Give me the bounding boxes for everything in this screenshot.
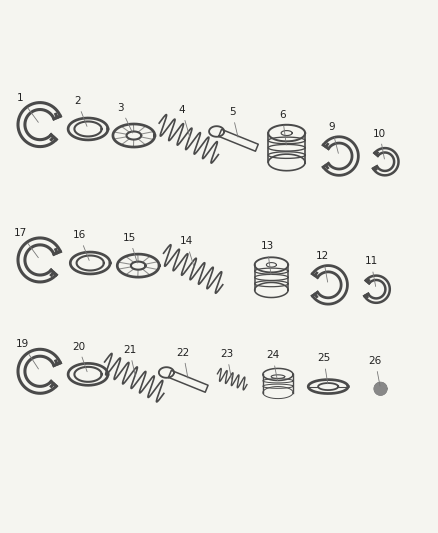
Text: 10: 10 <box>373 128 386 159</box>
Text: 26: 26 <box>369 356 382 386</box>
Text: 20: 20 <box>72 342 87 372</box>
Text: 3: 3 <box>117 103 133 133</box>
Text: 9: 9 <box>328 122 339 154</box>
Text: 21: 21 <box>123 345 136 376</box>
Text: 23: 23 <box>220 349 233 379</box>
Text: 14: 14 <box>180 237 194 268</box>
Text: 12: 12 <box>316 251 329 282</box>
Text: 17: 17 <box>14 228 39 258</box>
Text: 25: 25 <box>317 353 330 384</box>
Text: 19: 19 <box>16 340 39 369</box>
Text: 13: 13 <box>261 241 274 274</box>
Text: 2: 2 <box>74 96 87 126</box>
Text: 11: 11 <box>364 256 378 286</box>
Text: 22: 22 <box>177 348 190 378</box>
Text: 15: 15 <box>123 233 138 263</box>
Text: 4: 4 <box>179 105 190 137</box>
Text: 24: 24 <box>266 350 279 381</box>
Text: 6: 6 <box>279 110 286 145</box>
Text: 5: 5 <box>229 107 238 137</box>
Text: 16: 16 <box>73 230 89 261</box>
Polygon shape <box>374 383 387 395</box>
Text: 1: 1 <box>17 93 39 123</box>
